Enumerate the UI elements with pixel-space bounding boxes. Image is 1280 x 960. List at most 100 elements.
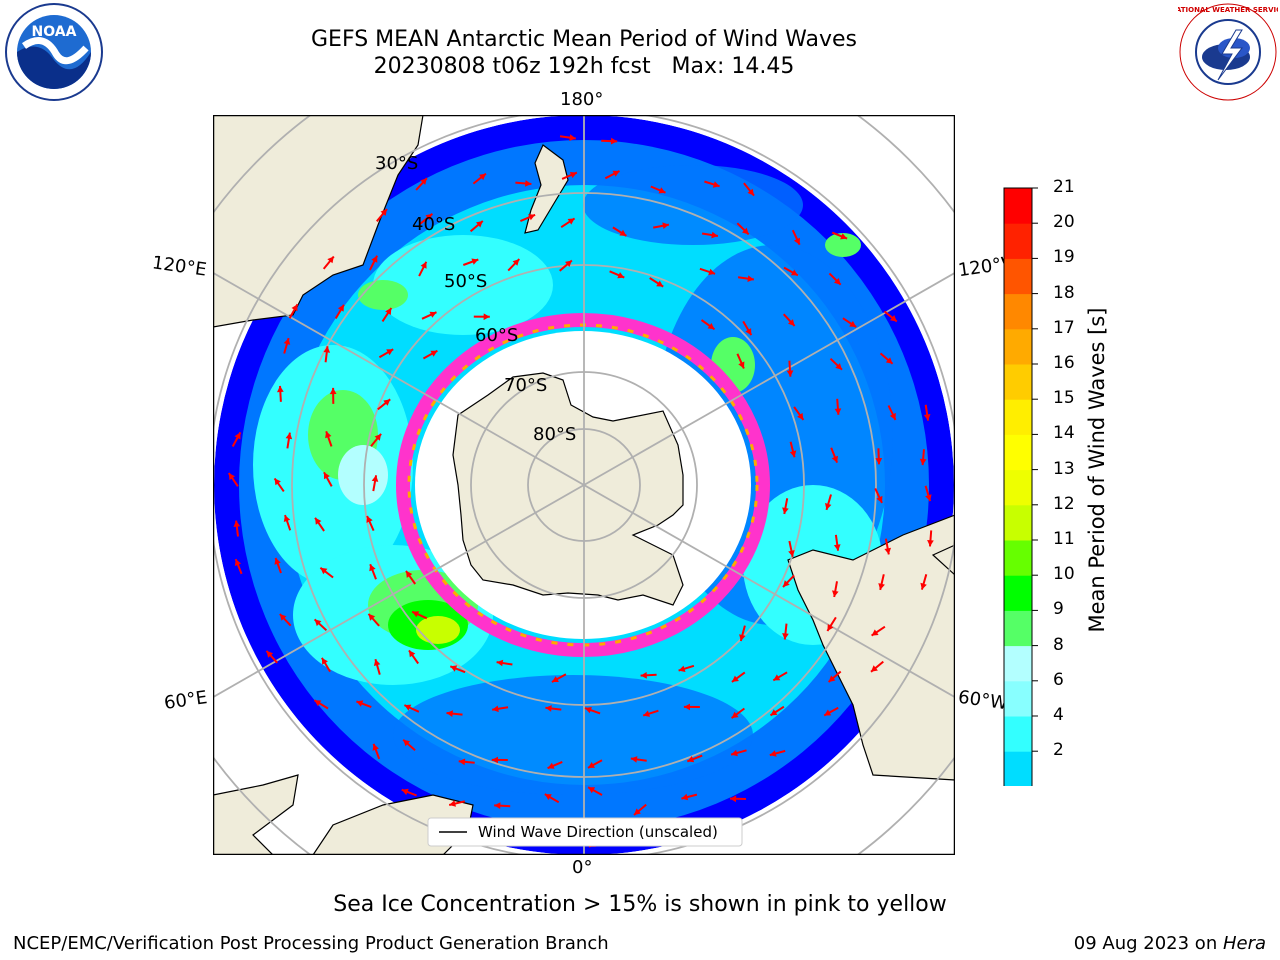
footer-machine: Hera	[1222, 933, 1266, 954]
wind-arrow-head	[788, 550, 795, 557]
lat-label-80s: 80°S	[533, 424, 576, 445]
wind-arrow-head	[835, 363, 842, 370]
colorbar-segment	[1004, 328, 1032, 365]
colorbar-tick-label: 11	[1053, 529, 1075, 549]
wind-arrow-head	[429, 311, 437, 318]
colorbar-tick-label: 9	[1053, 599, 1064, 620]
wind-arrow-head	[446, 710, 453, 717]
colorbar-segment	[1004, 399, 1032, 435]
colorbar-segment	[1004, 575, 1032, 611]
legend: Wind Wave Direction (unscaled)	[427, 817, 743, 847]
wind-arrow-head	[923, 414, 931, 421]
wind-arrow-head	[544, 794, 552, 801]
legend-label: Wind Wave Direction (unscaled)	[478, 823, 718, 841]
wind-arrow-head	[406, 570, 413, 578]
wind-arrow-head	[884, 547, 891, 555]
colorbar-tick-label: 8	[1053, 634, 1064, 655]
lat-label-40s: 40°S	[412, 214, 455, 235]
wind-arrow-head	[786, 370, 794, 377]
colorbar-segment	[1004, 223, 1032, 259]
wind-arrow-head	[738, 361, 745, 369]
wind-arrow-head	[889, 412, 896, 420]
colorbar-label: Mean Period of Wind Waves [s]	[1085, 307, 1109, 633]
lat-label-70s: 70°S	[504, 375, 547, 396]
wind-arrow-head	[588, 762, 595, 768]
wind-arrow-head	[630, 756, 638, 763]
wind-arrow-head	[285, 432, 293, 440]
wind-arrow-head	[266, 650, 274, 658]
wind-arrow-head	[687, 756, 695, 763]
colorbar-segment	[1004, 680, 1032, 717]
wind-arrow-head	[849, 320, 857, 327]
wind-arrow-head	[769, 750, 777, 757]
nws-logo-text: NATIONAL WEATHER SERVICE	[1178, 6, 1278, 14]
wind-arrow-head	[325, 431, 332, 439]
wind-arrow-head	[412, 611, 420, 618]
wind-arrow-head	[450, 665, 458, 672]
wind-arrow-head	[496, 659, 504, 667]
wind-arrow-head	[827, 624, 834, 631]
wind-arrow-head	[612, 170, 620, 177]
wind-arrow-head	[782, 633, 789, 640]
wind-arrow-head	[291, 304, 298, 312]
wind-arrow-head	[643, 710, 650, 717]
noaa-logo-text: NOAA	[32, 24, 77, 40]
wind-arrow-head	[356, 700, 364, 707]
colorbar-tick-label: 20	[1053, 212, 1075, 233]
wind-arrow-head	[919, 458, 927, 466]
wind-arrow-head	[458, 758, 466, 766]
wind-arrow-head	[234, 559, 242, 566]
colorbar-tick-label: 16	[1053, 353, 1075, 373]
wind-arrow-head	[871, 665, 878, 672]
colorbar-tick-label: 10	[1053, 564, 1075, 585]
colorbar-segment	[1004, 716, 1032, 752]
wind-arrow-head	[832, 590, 839, 597]
wind-arrow-head	[708, 268, 716, 276]
wind-arrow-head	[374, 433, 382, 441]
wind-arrow-head	[712, 181, 720, 188]
wind-arrow-head	[314, 700, 322, 707]
wind-arrow-head	[789, 450, 797, 458]
wind-arrow-head	[420, 178, 427, 185]
colorbar-segment	[1004, 469, 1032, 506]
lon-label-0: 0°	[572, 857, 593, 878]
wind-arrow-head	[658, 187, 666, 194]
wind-arrow-head	[567, 218, 575, 225]
colorbar-tick-label: 14	[1053, 423, 1075, 444]
wind-arrow-head	[324, 472, 330, 480]
wind-arrow-head	[277, 385, 284, 393]
wind-arrow-head	[476, 221, 483, 228]
wind-arrow-head	[430, 350, 438, 357]
wind-arrow-head	[640, 672, 647, 679]
wind-arrow-head	[920, 582, 927, 590]
wind-arrow-head	[833, 544, 841, 551]
wind-arrow-head	[380, 209, 387, 216]
wind-arrow-head	[403, 739, 410, 747]
lon-label-180: 180°	[560, 89, 604, 110]
nws-logo: NATIONAL WEATHER SERVICE	[1178, 3, 1278, 101]
colorbar-segment	[1004, 364, 1032, 400]
wind-arrow-head	[678, 665, 686, 672]
wind-arrow-head	[479, 173, 486, 181]
wind-arrow-head	[565, 260, 572, 267]
wind-arrow-head	[585, 707, 592, 714]
wind-arrow-head	[386, 349, 394, 356]
wind-arrow-head	[329, 387, 337, 395]
wind-arrow-head	[730, 795, 737, 803]
wind-arrow-head	[927, 540, 934, 547]
wind-arrow-head	[401, 788, 409, 796]
colorbar-tick-label: 18	[1053, 282, 1075, 303]
wind-arrow-head	[545, 705, 552, 712]
colorbar-tick-label: 15	[1053, 388, 1075, 409]
wind-arrow-head	[662, 222, 669, 229]
antarctica	[452, 372, 684, 606]
wind-arrow-head	[320, 567, 328, 575]
colorbar-segment	[1004, 188, 1032, 224]
wind-arrow-head	[683, 703, 690, 711]
colorbar-segment	[1004, 540, 1032, 576]
graticule	[213, 115, 955, 855]
wind-arrow-head	[314, 619, 322, 627]
wind-arrow-head	[492, 705, 499, 713]
footer-date: 09 Aug 2023 on Hera	[1074, 933, 1266, 954]
colorbar-tick-label: 12	[1053, 493, 1075, 514]
